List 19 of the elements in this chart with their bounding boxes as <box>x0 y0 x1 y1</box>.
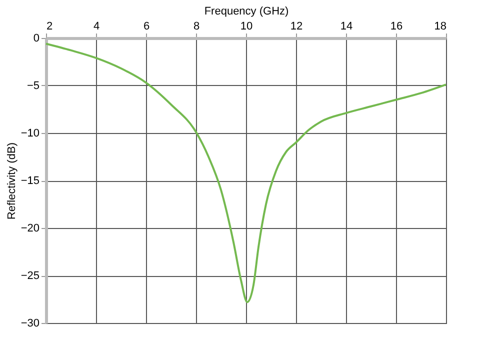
y-tick-label: 0 <box>33 32 40 44</box>
x-tick-label: 6 <box>143 20 150 32</box>
y-tick-label: −15 <box>20 175 40 187</box>
line-series <box>45 42 447 304</box>
x-tick-label: 8 <box>193 20 200 32</box>
y-tick-label: −5 <box>26 80 40 92</box>
x-tick-label: 2 <box>46 20 53 32</box>
x-tick-label: 4 <box>93 20 100 32</box>
x-tick-label: 10 <box>240 20 253 32</box>
x-tick-label: 16 <box>390 20 403 32</box>
x-tick-label: 18 <box>434 20 446 32</box>
x-axis-title: Frequency (GHz) <box>204 6 289 18</box>
y-tick-label: −30 <box>20 318 40 330</box>
x-tick-label: 12 <box>290 20 303 32</box>
y-tick-label: −10 <box>20 128 40 140</box>
y-axis-title: Reflectivity (dB) <box>6 142 18 220</box>
y-tick-label: −20 <box>20 222 40 234</box>
y-tick-label: −25 <box>20 270 40 282</box>
x-tick-label: 14 <box>340 20 353 32</box>
